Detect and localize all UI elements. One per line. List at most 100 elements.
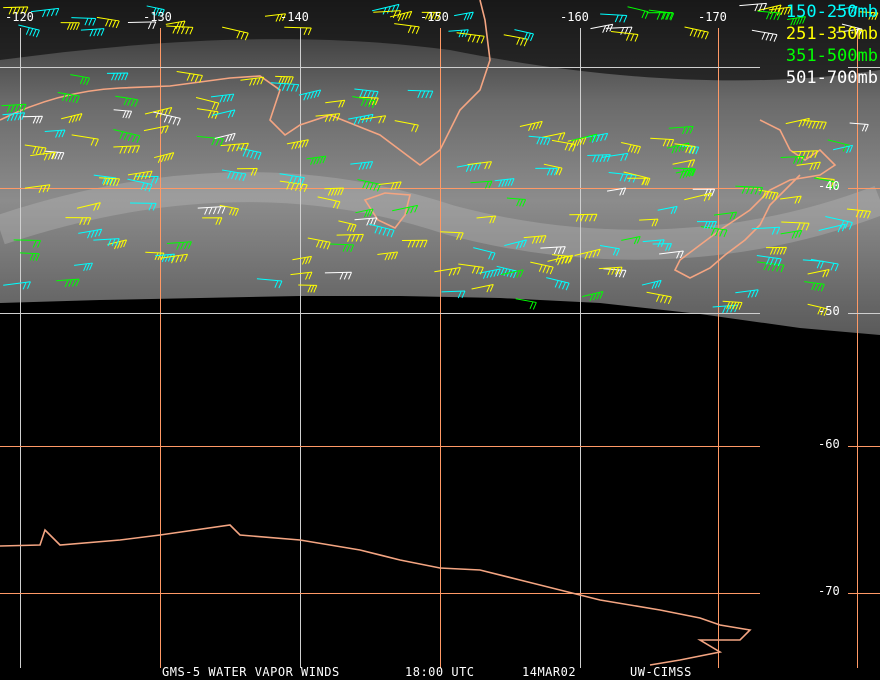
wind-barb: [673, 167, 696, 176]
wind-barb: [127, 21, 157, 30]
wind-barb: [440, 231, 464, 241]
wind-barb: [836, 5, 858, 15]
coastlines: [0, 0, 837, 666]
wind-barb: [599, 244, 620, 256]
wind-barb: [71, 17, 97, 26]
wind-barb: [858, 11, 879, 21]
wind-barb: [627, 6, 649, 19]
wind-barb: [30, 151, 56, 161]
wind-barb: [153, 111, 181, 126]
antarctica-coast: [0, 524, 752, 666]
wind-barb: [810, 258, 839, 272]
wind-barb: [325, 99, 346, 108]
wind-barb: [143, 125, 169, 134]
wind-barb: [739, 2, 768, 12]
wind-barb: [722, 300, 743, 310]
wind-barb: [582, 291, 604, 302]
lon-label: -140: [280, 10, 309, 24]
wind-barb: [456, 32, 485, 44]
wind-barb: [506, 197, 527, 207]
wind-barb: [24, 184, 51, 193]
wind-barb: [804, 281, 825, 292]
wind-barb: [360, 115, 387, 124]
wind-barb: [197, 206, 226, 215]
wind-barb: [546, 277, 570, 291]
wind-barb: [220, 142, 249, 152]
wind-barb: [581, 132, 609, 143]
wind-barb: [354, 217, 378, 226]
lat-label: -70: [818, 584, 840, 598]
wind-barb: [80, 28, 105, 37]
wind-barb: [849, 122, 869, 132]
wind-barb: [60, 22, 80, 30]
wind-barb: [3, 6, 29, 15]
wind-barb: [470, 180, 493, 189]
wind-barb: [692, 188, 716, 197]
wind-barb: [113, 128, 141, 144]
wind-barb: [675, 168, 696, 179]
wind-barb: [471, 283, 494, 293]
wind-barb: [13, 239, 41, 248]
wind-barb: [818, 223, 846, 233]
wind-barb: [74, 262, 93, 272]
wind-barb: [802, 259, 824, 269]
wind-barb: [605, 26, 633, 35]
wind-barb: [786, 16, 806, 26]
wind-barb: [146, 5, 165, 17]
wind-barb: [394, 120, 419, 133]
legend-251-350mb: 251-350mb: [785, 24, 878, 44]
wind-barb: [421, 11, 442, 20]
wind-barb: [825, 216, 853, 230]
wind-barb: [298, 89, 322, 101]
lat-label: -50: [818, 304, 840, 318]
wind-barb: [659, 250, 684, 259]
wind-barb: [93, 238, 120, 247]
wind-barb: [24, 144, 47, 156]
caption-time: 18:00 UTC: [405, 665, 475, 679]
wind-barb: [214, 132, 236, 143]
wind-barb: [603, 268, 627, 278]
wind-barb: [679, 145, 700, 155]
wind-barb: [657, 205, 678, 215]
wind-barb: [176, 71, 203, 83]
wind-barb: [165, 20, 186, 30]
wind-barb: [166, 241, 192, 250]
wind-barb: [650, 137, 675, 147]
wind-barb: [96, 16, 120, 29]
wind-barb: [1, 103, 27, 113]
wind-barb: [627, 177, 649, 186]
wind-barb: [785, 117, 810, 128]
wind-barb: [807, 303, 828, 316]
wind-barb: [780, 195, 802, 204]
wind-barb: [621, 235, 641, 245]
wind-barb: [813, 177, 840, 190]
wind-barb: [352, 96, 376, 109]
wind-barb: [757, 10, 781, 21]
wind-barb: [401, 239, 428, 248]
wind-barb: [836, 28, 863, 37]
wind-barb: [373, 10, 402, 19]
wind-barb: [571, 133, 598, 143]
lon-label: -130: [143, 10, 172, 24]
wind-barb: [807, 269, 830, 278]
wind-barb: [467, 161, 492, 170]
lat-label: -60: [818, 437, 840, 451]
wind-barb: [196, 108, 219, 119]
wind-barb: [354, 88, 379, 99]
wind-barb: [357, 178, 381, 192]
wind-barb: [846, 208, 871, 219]
wind-barb: [501, 269, 524, 278]
wind-barb: [61, 113, 83, 124]
wind-barb: [735, 185, 764, 195]
wind-barb: [547, 254, 574, 266]
wind-barb: [646, 11, 674, 20]
wind-barb: [458, 263, 484, 275]
wind-barb: [494, 178, 515, 188]
wind-barb: [377, 251, 399, 261]
wind-barb: [70, 74, 90, 86]
wind-barb: [355, 208, 374, 218]
wind-barb: [57, 92, 80, 104]
wind-barb: [290, 271, 313, 280]
wind-barb: [371, 3, 400, 15]
